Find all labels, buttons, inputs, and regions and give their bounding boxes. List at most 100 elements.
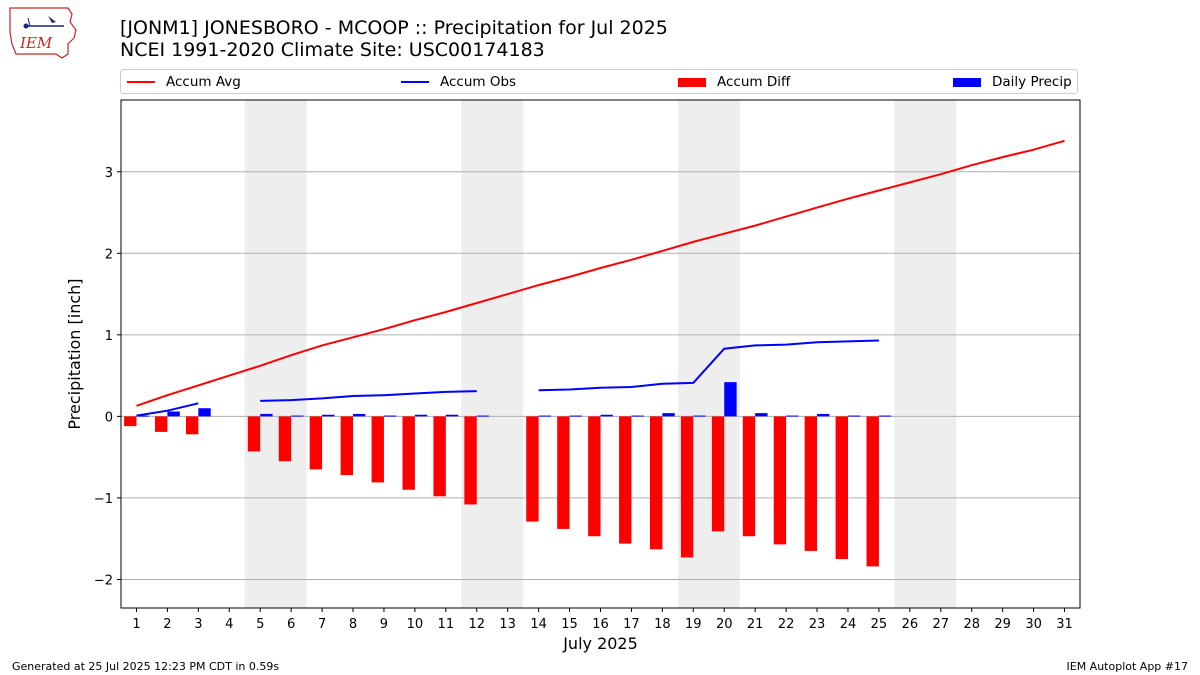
x-tick-label: 14 [530, 617, 547, 632]
legend: Accum Avg Accum Obs Accum Diff Daily Pre… [120, 69, 1078, 94]
daily-precip-bar [693, 415, 706, 417]
x-tick-label: 4 [225, 617, 233, 632]
x-tick-label: 19 [685, 617, 702, 632]
daily-precip-bar [198, 408, 211, 417]
legend-item-daily-precip: Daily Precip [953, 73, 1072, 91]
x-tick-label: 8 [349, 617, 357, 632]
chart-title: [JONM1] JONESBORO - MCOOP :: Precipitati… [120, 17, 668, 61]
accum-diff-bar [371, 416, 384, 483]
accum-diff-bar [588, 416, 601, 537]
x-tick-label: 12 [468, 617, 485, 632]
accum-diff-bar [247, 416, 261, 452]
x-tick-label: 13 [499, 617, 516, 632]
accum-diff-bar [340, 416, 354, 476]
y-tick-label: −2 [94, 573, 113, 588]
accum-diff-bar [433, 416, 446, 497]
bars [124, 382, 892, 567]
legend-swatch-accum-obs [401, 81, 429, 83]
iowa-outline-shape [9, 7, 77, 59]
accum-diff-bar [619, 416, 632, 544]
accum-obs-line [136, 402, 199, 417]
x-tick-label: 11 [438, 617, 455, 632]
daily-precip-bar [662, 413, 675, 417]
daily-precip-bar [291, 415, 304, 417]
x-tick-label: 23 [809, 617, 826, 632]
y-tick-label: 1 [105, 329, 113, 344]
daily-precip-bar [847, 415, 861, 417]
vane-tail-icon [48, 16, 56, 23]
accum-diff-bar [278, 416, 292, 462]
title-line-1: [JONM1] JONESBORO - MCOOP :: Precipitati… [120, 17, 668, 39]
daily-precip-bar [538, 415, 552, 417]
daily-precip-bar [445, 414, 459, 417]
title-line-2: NCEI 1991-2020 Climate Site: USC00174183 [120, 39, 545, 61]
daily-precip-bar [817, 413, 830, 417]
app-credit: IEM Autoplot App #17 [1066, 660, 1189, 673]
x-tick-label: 10 [407, 617, 424, 632]
legend-item-accum-obs: Accum Obs [401, 73, 516, 91]
x-tick-label: 6 [287, 617, 295, 632]
x-tick-label: 9 [380, 617, 388, 632]
accum-obs-line [260, 390, 477, 402]
x-tick-label: 7 [318, 617, 326, 632]
daily-precip-bar [600, 414, 613, 417]
station-dot-icon [23, 23, 29, 29]
accum-diff-bar [711, 416, 725, 532]
x-tick-label: 15 [561, 617, 578, 632]
accum-diff-bar [649, 416, 663, 550]
x-tick-label: 25 [871, 617, 888, 632]
weekend-shade-band [894, 100, 957, 608]
accum-diff-bar [557, 416, 570, 529]
accum-diff-bar [526, 416, 539, 522]
x-tick-label: 17 [623, 617, 640, 632]
accum-diff-bar [124, 416, 137, 427]
legend-item-accum-avg: Accum Avg [127, 73, 241, 91]
legend-label-accum-obs: Accum Obs [440, 74, 517, 90]
daily-precip-bar [167, 411, 180, 417]
accum-diff-bar [773, 416, 787, 545]
accum-diff-bar [185, 416, 199, 435]
y-tick-label: 2 [105, 247, 113, 262]
vane-post-icon [27, 17, 31, 27]
legend-swatch-accum-avg [127, 81, 155, 83]
x-tick-label: 31 [1056, 617, 1073, 632]
daily-precip-bar [755, 413, 768, 417]
daily-precip-bar [786, 415, 799, 417]
x-tick-label: 5 [256, 617, 264, 632]
x-tick-label: 3 [194, 617, 202, 632]
x-tick-label: 2 [163, 617, 171, 632]
accum-diff-bar [742, 416, 756, 537]
accum-diff-bar [464, 416, 477, 505]
x-axis-label: July 2025 [562, 634, 638, 653]
daily-precip-bar [383, 415, 397, 417]
accum-diff-bar [804, 416, 818, 551]
weekend-shading [244, 100, 957, 608]
y-tick-label: 3 [105, 166, 113, 181]
daily-precip-bar [569, 415, 582, 417]
daily-precip-bar [322, 414, 335, 417]
legend-item-accum-diff: Accum Diff [678, 73, 790, 91]
daily-precip-bar [136, 415, 149, 417]
daily-precip-bar [260, 413, 273, 417]
generated-timestamp: Generated at 25 Jul 2025 12:23 PM CDT in… [12, 660, 280, 673]
accum-diff-bar [835, 416, 848, 560]
y-tick-label: 0 [105, 410, 113, 425]
daily-precip-bar [353, 413, 366, 417]
accum-diff-bar [680, 416, 694, 558]
x-tick-label: 28 [963, 617, 980, 632]
daily-precip-bar [414, 414, 428, 417]
x-tick-label: 1 [132, 617, 140, 632]
accum-diff-bar [866, 416, 879, 567]
accum-diff-bar [309, 416, 323, 470]
x-tick-label: 22 [778, 617, 795, 632]
iem-logo: IEM [9, 7, 77, 59]
lines [136, 139, 1065, 417]
accum-diff-bar [402, 416, 415, 490]
legend-swatch-daily-precip [953, 77, 981, 87]
legend-swatch-accum-diff [678, 77, 706, 87]
x-tick-label: 16 [592, 617, 609, 632]
legend-label-accum-diff: Accum Diff [717, 74, 791, 90]
x-tick-label: 30 [1025, 617, 1042, 632]
